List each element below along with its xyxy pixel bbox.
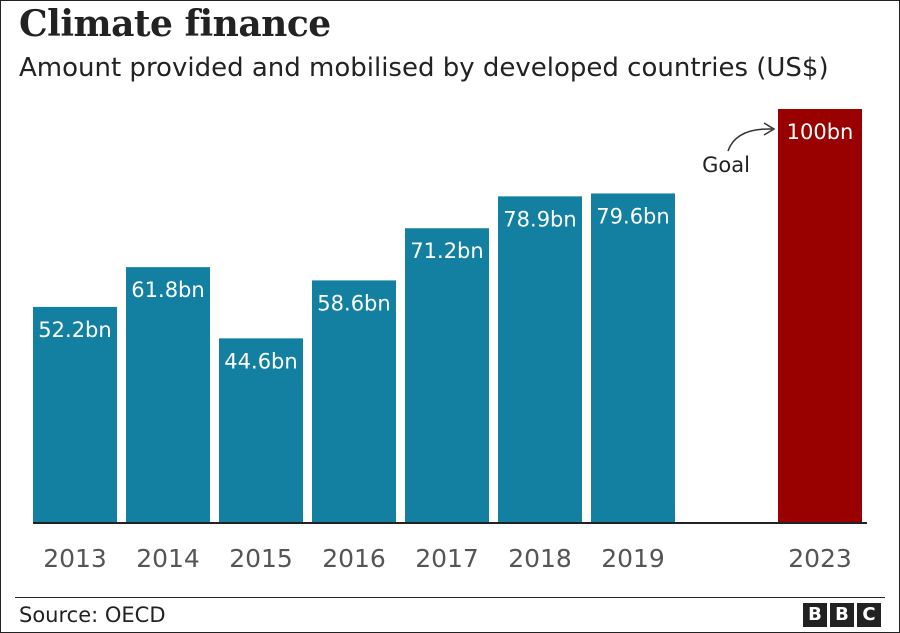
- footer-divider: [15, 597, 885, 598]
- chart-subtitle: Amount provided and mobilised by develop…: [19, 53, 829, 83]
- x-tick-label-2015: 2015: [229, 544, 293, 573]
- bar-2017: [405, 228, 489, 523]
- data-label-2015: 44.6bn: [224, 349, 297, 373]
- bar-2013: [33, 306, 117, 523]
- x-tick-label-2018: 2018: [508, 544, 572, 573]
- annotation-arrowhead: [763, 122, 776, 136]
- bbc-logo-block: B: [830, 603, 854, 627]
- x-tick-label-2013: 2013: [43, 544, 107, 573]
- bbc-logo-block: C: [857, 603, 881, 627]
- x-tick-label-2019: 2019: [601, 544, 665, 573]
- annotation-arrow: [727, 128, 773, 152]
- data-label-2019: 79.6bn: [596, 204, 669, 228]
- bbc-logo: B B C: [803, 603, 881, 627]
- x-tick-label-2023: 2023: [788, 544, 852, 573]
- chart-title: Climate finance: [19, 3, 331, 45]
- bar-2014: [126, 267, 210, 523]
- x-tick-label-2014: 2014: [136, 544, 200, 573]
- data-label-2023: 100bn: [787, 120, 854, 144]
- data-label-2018: 78.9bn: [503, 207, 576, 231]
- x-tick-label-2016: 2016: [322, 544, 386, 573]
- source-note: Source: OECD: [19, 603, 166, 627]
- data-label-2017: 71.2bn: [410, 239, 483, 263]
- bar-2016: [312, 280, 396, 523]
- bbc-logo-block: B: [803, 603, 827, 627]
- bar-2019: [591, 193, 675, 523]
- annotation-goal-label: Goal: [702, 153, 750, 177]
- bar-2015: [219, 338, 303, 523]
- data-label-2013: 52.2bn: [38, 318, 111, 342]
- bar-2018: [498, 196, 582, 523]
- x-tick-label-2017: 2017: [415, 544, 479, 573]
- data-label-2014: 61.8bn: [131, 278, 204, 302]
- bar-2023: [778, 109, 862, 523]
- data-label-2016: 58.6bn: [317, 291, 390, 315]
